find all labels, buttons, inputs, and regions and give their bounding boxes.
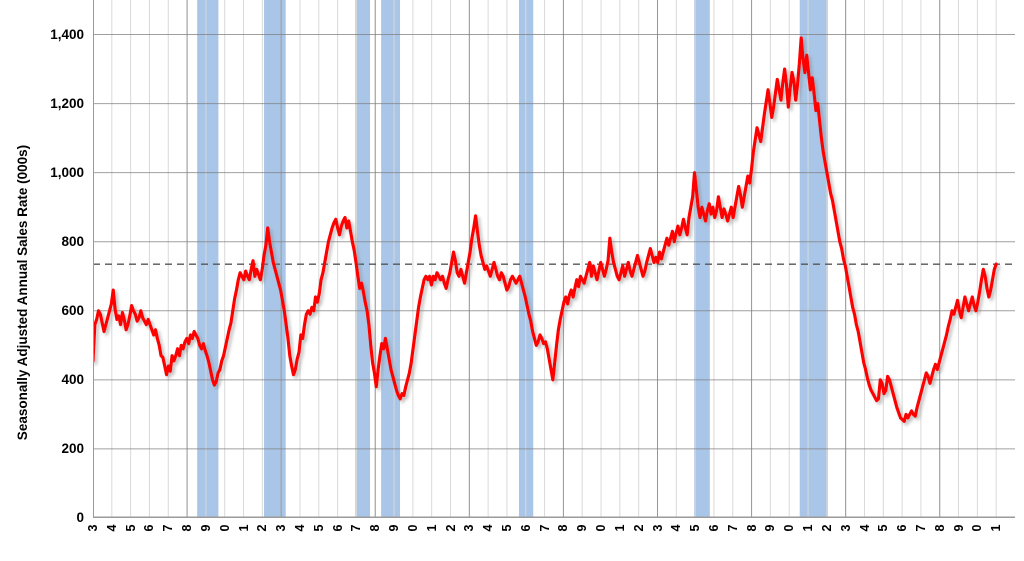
y-axis-tick-label: 600 xyxy=(61,302,84,318)
x-axis-tick-label: 9 xyxy=(387,524,402,532)
x-axis-tick-label: 4 xyxy=(481,524,496,532)
x-axis-tick-label: 0 xyxy=(782,524,797,532)
x-axis-tick-label: 5 xyxy=(500,524,514,532)
x-axis-tick-label: 1 xyxy=(801,524,815,532)
plot-area xyxy=(93,0,1015,518)
x-axis-tick-label: 5 xyxy=(311,524,326,532)
x-axis-tick-label: 0 xyxy=(594,524,608,532)
x-axis-tick-label: 6 xyxy=(518,524,533,532)
x-axis-tick-label: 9 xyxy=(951,524,966,532)
x-axis-tick-label: 8 xyxy=(180,524,195,532)
x-axis-tick-label: 9 xyxy=(198,524,213,532)
x-axis-tick-label: 8 xyxy=(932,524,947,532)
y-axis-tick-label: 1,400 xyxy=(50,26,84,42)
x-axis-tick-label: 1 xyxy=(236,524,251,532)
x-axis-tick-label: 0 xyxy=(970,524,985,532)
x-axis-tick-label: 7 xyxy=(537,524,552,532)
x-axis-tick-label: 8 xyxy=(744,524,759,532)
major-gridlines xyxy=(93,0,1015,518)
x-axis-tick-label: 0 xyxy=(217,524,232,532)
x-axis-tick-label: 3 xyxy=(462,524,477,532)
x-axis-tick-label: 4 xyxy=(104,524,119,532)
x-axis-tick-label: 5 xyxy=(688,524,703,532)
data-series-line xyxy=(93,36,998,423)
x-axis-tick-label: 7 xyxy=(161,524,176,532)
x-axis-tick-label: 9 xyxy=(575,524,590,532)
y-axis-tick-labels: 0 200 400 600 800 1,000 1,200 1,400 xyxy=(20,0,84,526)
x-axis-tick-label: 6 xyxy=(706,524,721,532)
plot-svg xyxy=(93,0,1015,518)
x-axis-tick-label: 8 xyxy=(556,524,571,532)
x-axis-tick-label: 1 xyxy=(424,524,439,532)
y-axis-tick-label: 1,000 xyxy=(50,164,84,180)
y-axis-tick-label: 200 xyxy=(61,440,84,456)
x-axis-tick-label: 7 xyxy=(349,524,364,532)
x-axis-tick-label: 6 xyxy=(895,524,910,532)
x-axis-tick-label: 1 xyxy=(989,524,1004,532)
x-axis-tick-label: 3 xyxy=(650,524,665,532)
x-axis-tick-label: 5 xyxy=(876,524,891,532)
y-axis-tick-label: 1,200 xyxy=(50,95,84,111)
y-axis-tick-label: 400 xyxy=(61,371,84,387)
x-axis-tick-label: 1 xyxy=(612,524,627,532)
x-axis-tick-label: 5 xyxy=(123,524,138,532)
x-axis-tick-label: 4 xyxy=(669,524,684,532)
x-axis-tick-label: 0 xyxy=(405,524,420,532)
x-axis-tick-label: 2 xyxy=(631,524,646,532)
x-axis-tick-label: 3 xyxy=(274,524,289,532)
x-axis-tick-label: 2 xyxy=(819,524,834,532)
x-axis-tick-label: 9 xyxy=(763,524,778,532)
x-axis-tick-label: 3 xyxy=(86,524,100,532)
x-axis-tick-label: 8 xyxy=(368,524,383,532)
y-axis-tick-label: 800 xyxy=(61,233,84,249)
x-axis-tick-label: 7 xyxy=(725,524,740,532)
x-axis-tick-label: 4 xyxy=(293,524,307,532)
x-axis-tick-label: 6 xyxy=(142,524,157,532)
x-axis-tick-label: 6 xyxy=(330,524,345,532)
minor-gridlines xyxy=(93,0,997,518)
y-axis-tick-label: 0 xyxy=(76,510,84,525)
x-axis-tick-label: 2 xyxy=(255,524,270,532)
x-axis-tick-label: 3 xyxy=(838,524,853,532)
x-axis-tick-label: 2 xyxy=(443,524,458,532)
axis-lines xyxy=(93,0,1015,518)
x-axis-tick-label: 7 xyxy=(913,524,928,532)
x-axis-tick-label: 4 xyxy=(857,524,872,532)
chart-container: Seasonally Adjusted Annual Sales Rate (0… xyxy=(14,0,1015,537)
